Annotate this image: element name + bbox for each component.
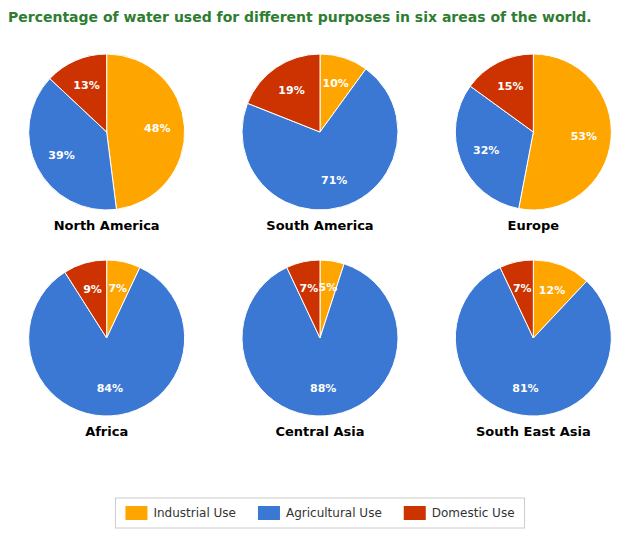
data-label: 7% [300, 282, 319, 295]
pie-slice [247, 54, 320, 132]
data-label: 84% [97, 382, 123, 395]
chart-label: South America [266, 218, 373, 233]
chart-label: Central Asia [275, 424, 364, 439]
data-label: 32% [473, 144, 499, 157]
legend-label: Industrial Use [153, 506, 236, 520]
data-label: 9% [83, 283, 102, 296]
legend-label: Domestic Use [432, 506, 515, 520]
legend-swatch [404, 506, 426, 520]
legend-item: Domestic Use [404, 506, 515, 520]
chart-label: Africa [85, 424, 128, 439]
chart-label: Europe [508, 218, 560, 233]
pie: 48% 39% 13% [29, 54, 185, 210]
legend-label: Agricultural Use [286, 506, 382, 520]
data-label: 5% [319, 281, 338, 294]
pie-slice [65, 260, 107, 338]
data-label: 7% [108, 282, 127, 295]
data-label: 19% [278, 84, 304, 97]
data-label: 81% [512, 382, 538, 395]
title: Percentage of water used for different p… [8, 9, 592, 25]
data-label: 48% [144, 122, 170, 135]
pie: 53% 32% 15% [455, 54, 611, 210]
pie-slice [242, 264, 398, 416]
pie-slice [287, 260, 320, 338]
pie-slice [500, 260, 533, 338]
legend: Industrial Use Agricultural Use Domestic U… [115, 498, 524, 528]
data-label: 39% [48, 149, 74, 162]
pie-slice [470, 54, 533, 132]
data-label: 53% [571, 130, 597, 143]
chart-label: South East Asia [476, 424, 591, 439]
legend-swatch [125, 506, 147, 520]
chart-label: North America [54, 218, 160, 233]
legend-swatch [258, 506, 280, 520]
legend-item: Industrial Use [125, 506, 236, 520]
data-label: 15% [497, 80, 523, 93]
legend-frame [115, 498, 524, 528]
pie: 5% 88% 7% [242, 260, 398, 416]
data-label: 7% [513, 282, 532, 295]
pie: 10% 71% 19% [242, 54, 398, 210]
chart-root: Percentage of water used for different p… [0, 0, 640, 537]
data-label: 88% [310, 382, 336, 395]
pie-slice [107, 54, 185, 209]
data-label: 12% [539, 284, 565, 297]
data-label: 13% [73, 79, 99, 92]
data-label: 10% [322, 77, 348, 90]
data-label: 71% [321, 174, 347, 187]
legend-item: Agricultural Use [258, 506, 382, 520]
pie-slice [50, 54, 107, 132]
pie: 12% 81% 7% [455, 260, 611, 416]
pie: 7% 84% 9% [29, 260, 185, 416]
